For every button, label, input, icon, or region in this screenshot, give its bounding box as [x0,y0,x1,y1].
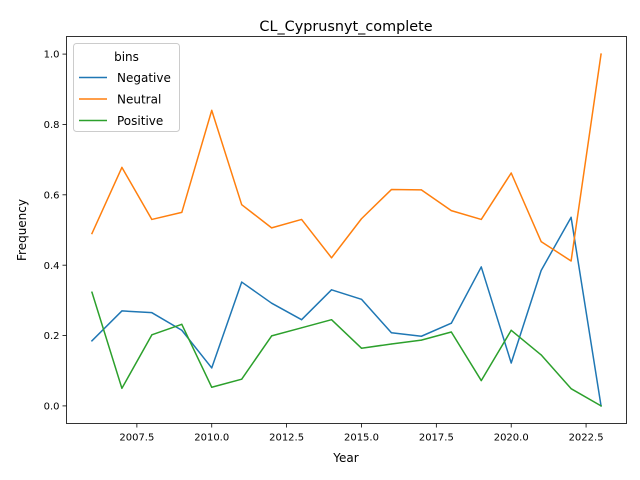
data-point-positive-2013 [300,327,303,329]
data-point-positive-2010 [211,386,213,388]
legend-item-positive: Positive [79,114,163,128]
data-point-positive-2007 [121,387,123,389]
data-point-positive-2008 [151,334,153,336]
data-point-positive-2014 [330,319,333,321]
x-tick-label: 2015.0 [344,433,379,444]
data-point-positive-2018 [450,331,452,333]
data-point-positive-2011 [241,378,243,380]
legend-label: Negative [117,71,171,85]
legend-label: Neutral [117,92,161,106]
data-point-neutral-2009 [181,211,183,214]
data-point-positive-2015 [360,347,363,349]
data-point-neutral-2020 [510,172,512,174]
data-point-neutral-2014 [330,257,333,259]
x-tick-label: 2022.5 [569,433,604,444]
data-point-neutral-2011 [241,204,243,206]
data-point-positive-2009 [181,323,183,325]
series-line-neutral [90,53,602,262]
data-point-negative-2017 [420,335,422,337]
data-point-positive-2019 [480,379,482,382]
data-point-negative-2007 [121,310,123,312]
data-point-negative-2010 [211,367,213,369]
data-point-positive-2017 [420,339,422,341]
legend: bins Negative Neutral Positive [73,43,180,132]
data-point-neutral-2006 [91,232,93,235]
legend-title: bins [114,50,139,64]
x-tick-label: 2017.5 [419,433,454,444]
data-point-negative-2018 [450,322,452,324]
data-point-neutral-2018 [450,210,452,212]
x-tick-label: 2010.0 [194,433,229,444]
y-tick-label: 1.0 [44,50,60,61]
x-tick-label: 2007.5 [119,433,154,444]
series-line-negative [90,216,602,407]
data-point-neutral-2015 [360,218,363,220]
data-point-negative-2008 [151,312,153,314]
data-point-neutral-2013 [300,218,303,221]
data-point-negative-2021 [540,269,542,272]
data-point-negative-2016 [390,332,393,334]
series-positive [91,291,603,407]
data-point-positive-2006 [91,291,93,293]
chart-title: CL_Cyprusnyt_complete [259,19,432,35]
y-tick-label: 0.4 [44,261,60,272]
data-point-neutral-2016 [390,188,393,191]
x-tick-label: 2020.0 [494,433,529,444]
data-point-negative-2011 [241,281,243,283]
y-axis-label: Frequency [15,199,29,261]
data-point-positive-2023 [600,405,602,407]
data-point-neutral-2012 [271,227,273,229]
series-line-positive [91,291,603,407]
data-point-neutral-2022 [570,260,572,262]
data-point-neutral-2019 [480,218,482,221]
x-tick-label: 2012.5 [269,433,304,444]
data-point-neutral-2010 [211,109,213,111]
data-point-negative-2006 [91,340,93,342]
data-point-positive-2012 [271,335,273,337]
y-tick-label: 0.8 [44,120,60,131]
data-point-negative-2014 [330,289,333,291]
data-point-positive-2020 [510,329,512,331]
legend-frame [73,43,180,132]
data-point-positive-2021 [540,354,542,356]
data-point-neutral-2021 [540,241,542,243]
data-point-neutral-2007 [121,166,123,168]
series-neutral [90,53,602,262]
plot-frame [66,36,627,424]
data-point-negative-2012 [271,302,273,304]
data-point-neutral-2017 [420,189,422,191]
data-point-negative-2015 [360,298,363,300]
x-axis-label: Year [332,451,358,465]
legend-item-negative: Negative [79,71,171,85]
data-point-neutral-2023 [600,53,602,55]
data-point-negative-2019 [480,266,482,268]
data-point-neutral-2008 [151,218,153,221]
y-tick-label: 0.0 [44,402,60,413]
series-negative [90,216,602,407]
data-point-negative-2009 [181,329,183,331]
y-tick-label: 0.2 [44,331,60,342]
data-point-negative-2020 [510,362,512,364]
legend-label: Positive [117,114,163,128]
data-point-positive-2016 [390,343,393,345]
data-point-negative-2013 [300,319,303,321]
data-point-positive-2022 [570,388,572,390]
y-tick-label: 0.6 [44,190,60,201]
data-point-negative-2022 [570,216,572,218]
legend-item-neutral: Neutral [79,92,161,106]
